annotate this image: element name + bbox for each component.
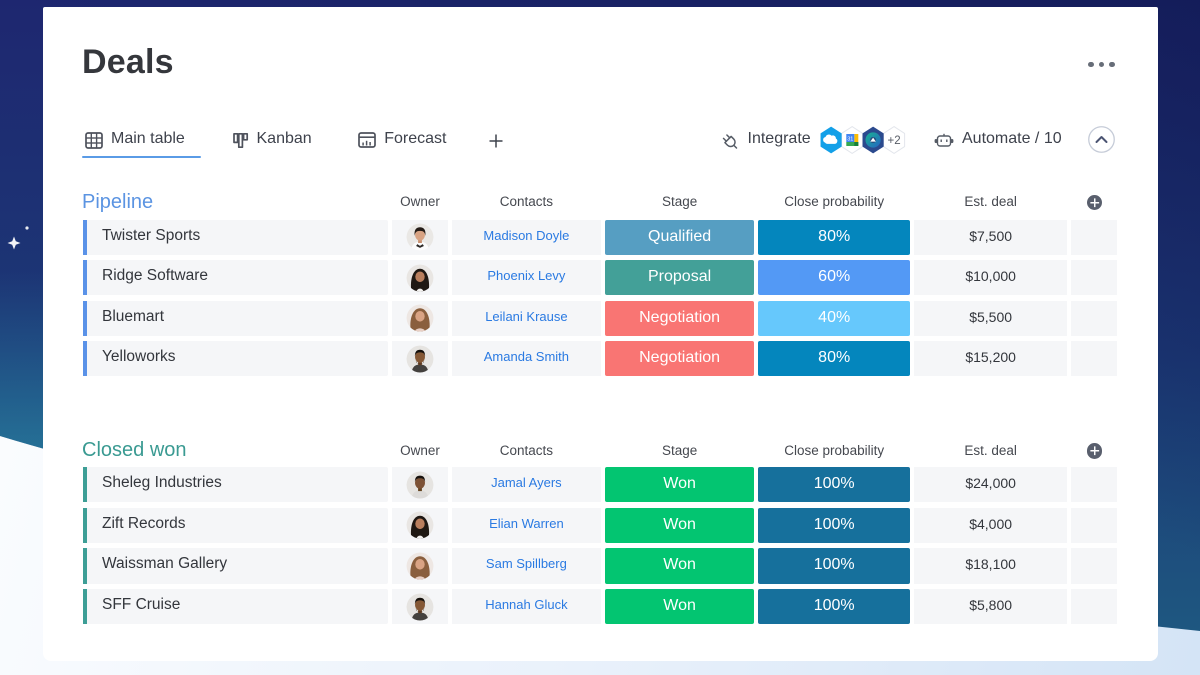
svg-text:31: 31 [847, 136, 853, 142]
svg-text:+2: +2 [887, 135, 900, 147]
